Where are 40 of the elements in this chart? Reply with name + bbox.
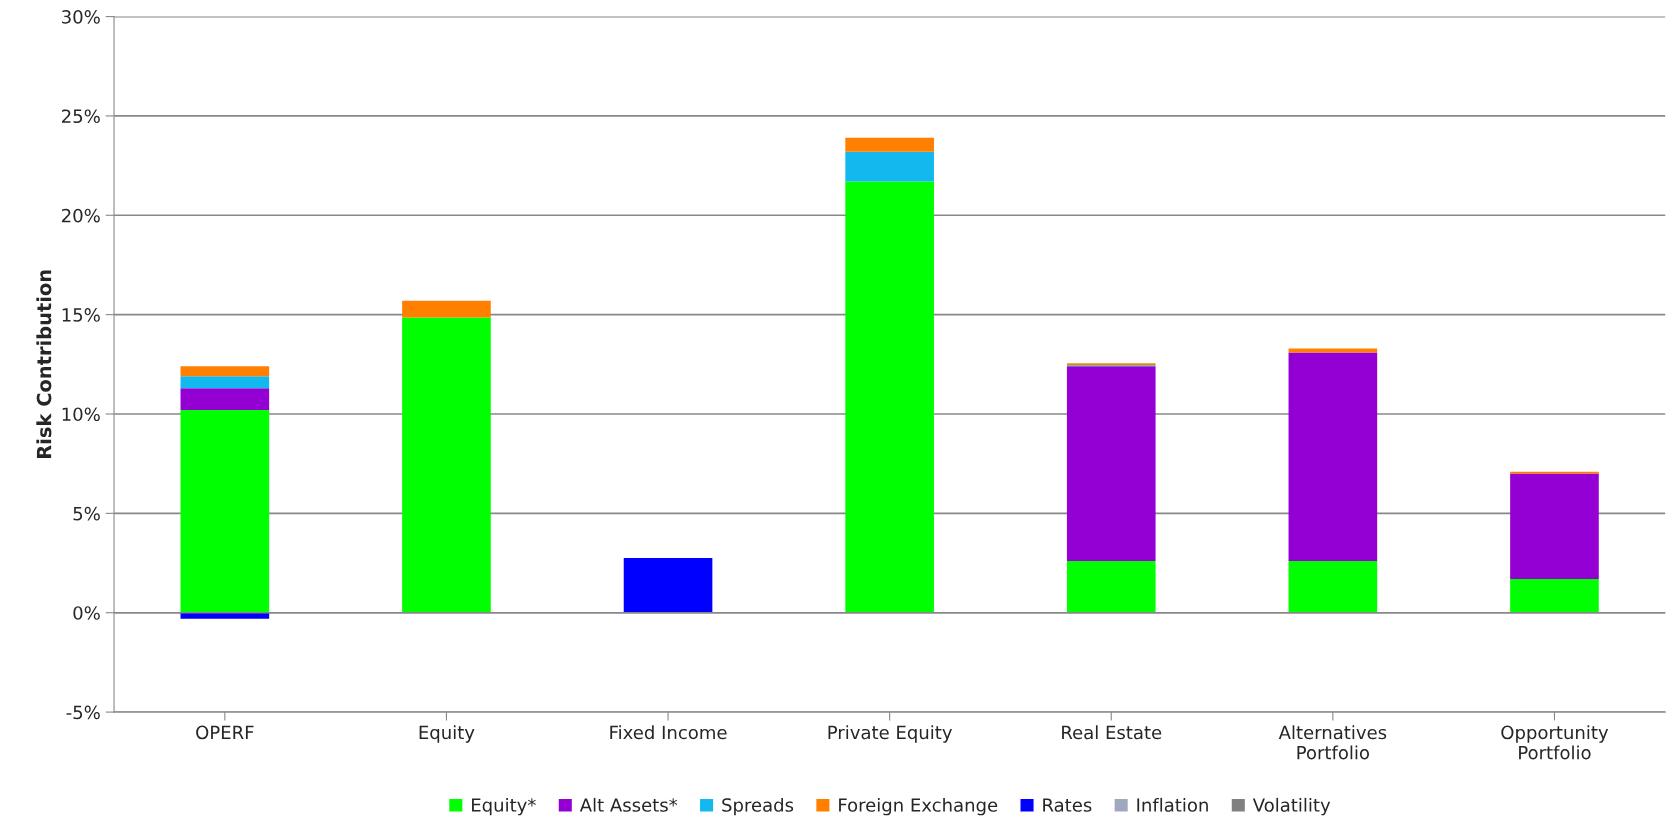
y-tick-label: 20% bbox=[62, 208, 100, 223]
bar bbox=[1066, 561, 1156, 613]
bar bbox=[402, 317, 491, 613]
legend-label: Inflation bbox=[1137, 797, 1208, 812]
x-tick-label: OPERF bbox=[196, 725, 254, 740]
x-tick-label: Private Equity bbox=[828, 725, 952, 743]
bar bbox=[845, 137, 934, 152]
bar bbox=[180, 376, 270, 389]
bar bbox=[845, 151, 934, 182]
bar bbox=[180, 410, 270, 613]
x-tick-label: Equity bbox=[419, 725, 475, 743]
bar bbox=[1510, 578, 1599, 613]
bar bbox=[1510, 473, 1599, 579]
y-tick-label: -5% bbox=[66, 705, 100, 720]
bar bbox=[845, 181, 934, 613]
y-axis-title: Risk Contribution bbox=[36, 270, 52, 458]
bar bbox=[1066, 366, 1156, 562]
y-tick-label: 30% bbox=[62, 10, 100, 24]
bar bbox=[1288, 561, 1378, 613]
bar bbox=[623, 558, 713, 613]
bar bbox=[180, 366, 270, 377]
bar bbox=[1288, 352, 1378, 562]
x-tick-label: Fixed Income bbox=[610, 725, 727, 740]
x-tick-label: Real Estate bbox=[1062, 725, 1162, 740]
y-tick-label: 15% bbox=[62, 308, 100, 322]
legend-label: Equity* bbox=[472, 797, 536, 816]
legend-label: Rates bbox=[1043, 798, 1092, 812]
x-tick-label: Alternatives Portfolio bbox=[1278, 725, 1387, 760]
x-tick-label: Opportunity Portfolio bbox=[1501, 725, 1609, 760]
y-tick-label: 0% bbox=[73, 606, 100, 620]
y-tick-label: 10% bbox=[62, 407, 100, 422]
y-tick-label: 25% bbox=[62, 109, 100, 124]
bar bbox=[402, 300, 491, 318]
legend-label: Alt Assets* bbox=[579, 797, 678, 812]
legend-label: Volatility bbox=[1252, 797, 1331, 816]
y-tick-label: 5% bbox=[73, 506, 100, 521]
bar bbox=[1288, 348, 1378, 353]
bar bbox=[180, 388, 270, 411]
legend-label: Foreign Exchange bbox=[839, 797, 998, 816]
legend-label: Spreads bbox=[722, 797, 794, 816]
